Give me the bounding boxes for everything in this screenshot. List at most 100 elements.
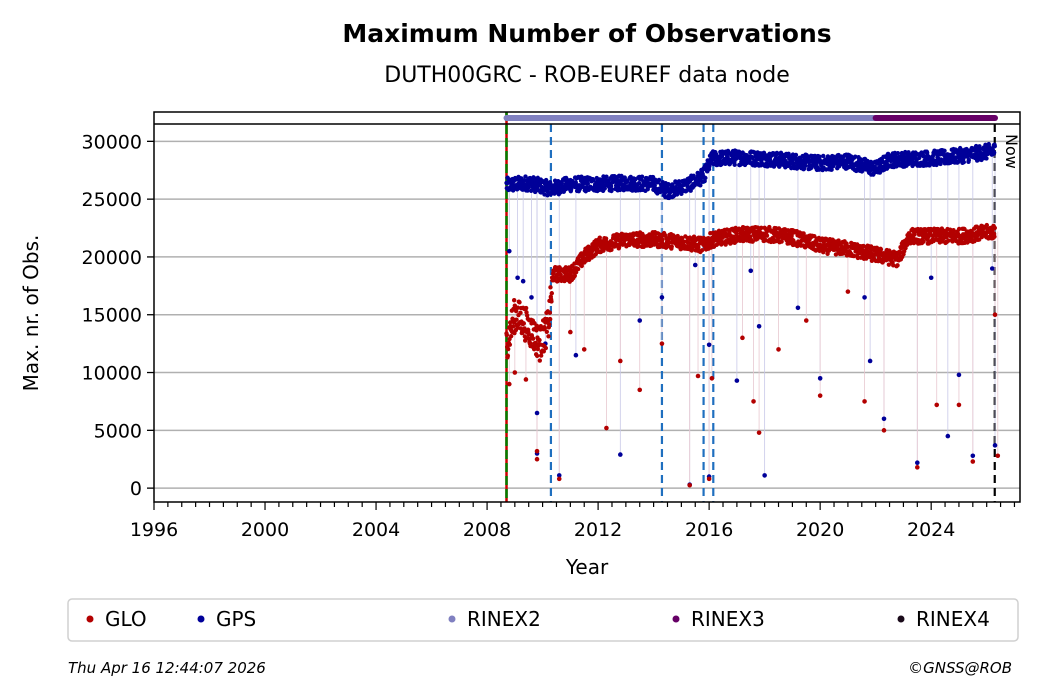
plot-frame xyxy=(153,111,1021,503)
gps-outlier-point xyxy=(556,473,562,478)
glo-point xyxy=(992,225,997,231)
glo-point xyxy=(878,247,884,252)
glo-outlier-point xyxy=(568,329,573,335)
glo-outlier-point xyxy=(740,335,745,341)
glo-point xyxy=(505,353,511,358)
glo-point xyxy=(521,321,527,326)
legend-marker xyxy=(197,615,205,623)
glo-point xyxy=(734,231,739,237)
glo-point xyxy=(504,332,510,338)
gps-outlier-point xyxy=(692,262,698,268)
glo-outlier-point xyxy=(817,393,823,398)
glo-point xyxy=(535,346,541,352)
gps-point xyxy=(523,174,528,179)
glo-point xyxy=(513,308,519,314)
x-tick-label: 2000 xyxy=(241,519,289,541)
gps-outlier-point xyxy=(506,248,512,254)
glo-point xyxy=(524,313,530,318)
gps-point xyxy=(608,183,614,189)
glo-outlier-point xyxy=(618,358,623,364)
glo-point xyxy=(575,266,581,272)
glo-point xyxy=(518,310,523,316)
glo-outlier-point xyxy=(637,387,643,393)
glo-point xyxy=(776,235,781,240)
chart-subtitle: DUTH00GRC - ROB-EUREF data node xyxy=(384,63,789,88)
chart-title: Maximum Number of Observations xyxy=(342,19,831,48)
glo-outlier-point xyxy=(695,373,701,379)
gps-point xyxy=(652,182,657,188)
grid xyxy=(154,140,1020,489)
footer-timestamp: Thu Apr 16 12:44:07 2026 xyxy=(68,659,266,677)
glo-point xyxy=(764,233,770,238)
glo-point xyxy=(779,239,784,244)
glo-point xyxy=(548,285,553,290)
glo-point xyxy=(515,305,521,310)
glo-point xyxy=(696,245,701,250)
glo-outlier-point xyxy=(862,399,867,404)
glo-point xyxy=(542,326,548,331)
glo-outlier-point xyxy=(709,376,715,381)
glo-point xyxy=(844,241,849,246)
glo-outlier-point xyxy=(659,341,665,346)
gps-point xyxy=(761,150,767,156)
gps-point xyxy=(821,153,826,159)
gps-point xyxy=(547,180,553,185)
glo-point xyxy=(530,336,536,341)
glo-outlier-point xyxy=(970,459,976,464)
gps-outlier-point xyxy=(756,323,762,329)
y-axis: 0 5000 10000 15000 20000 25000 30000 xyxy=(82,131,154,500)
gps-point xyxy=(991,150,997,155)
gps-outlier-point xyxy=(867,358,873,364)
y-tick-label: 30000 xyxy=(82,131,142,153)
legend-label: GPS xyxy=(216,607,256,631)
gps-point xyxy=(707,164,712,169)
gps-point xyxy=(750,155,755,161)
glo-point xyxy=(549,291,555,296)
y-tick-label: 10000 xyxy=(82,363,142,385)
gps-outlier-point xyxy=(573,352,579,358)
glo-outlier-point xyxy=(706,476,712,482)
legend-label: RINEX2 xyxy=(467,607,541,631)
gps-point xyxy=(532,189,538,195)
glo-point xyxy=(538,353,544,358)
y-tick-label: 20000 xyxy=(82,247,142,269)
legend-marker xyxy=(86,615,94,623)
glo-outlier-point xyxy=(581,347,587,352)
now-label: Now xyxy=(1002,134,1021,169)
glo-point xyxy=(947,227,953,232)
gps-outlier-point xyxy=(992,443,998,448)
glo-point xyxy=(533,340,539,346)
glo-point xyxy=(660,237,665,242)
footer-copyright: ©GNSS@ROB xyxy=(908,659,1012,677)
glo-outlier-point xyxy=(934,402,940,408)
glo-outlier-point xyxy=(751,399,756,404)
gps-outlier-point xyxy=(520,278,526,284)
glo-point xyxy=(699,248,705,253)
glo-outlier-point xyxy=(992,312,998,318)
glo-point xyxy=(505,346,511,352)
glo-outlier-point xyxy=(845,289,851,294)
gps-point xyxy=(877,170,883,175)
gps-point xyxy=(580,184,586,190)
legend-label: RINEX4 xyxy=(916,607,990,631)
x-tick-label: 2012 xyxy=(574,519,622,541)
glo-point xyxy=(821,250,826,255)
glo-point xyxy=(589,248,595,254)
gps-point xyxy=(853,154,858,159)
glo-outlier-point xyxy=(956,402,962,408)
legend-box xyxy=(67,598,1019,642)
glo-outlier-point xyxy=(803,318,809,323)
gps-outlier-point xyxy=(915,460,920,465)
gps-point xyxy=(793,152,799,158)
gps-point xyxy=(942,148,947,154)
glo-point xyxy=(701,235,706,241)
glo-point xyxy=(609,247,614,253)
glo-outlier-point xyxy=(534,456,540,462)
gps-outlier-point xyxy=(989,266,995,271)
glo-point xyxy=(543,345,549,351)
gps-point xyxy=(545,193,550,198)
glo-point xyxy=(538,323,544,329)
glo-point xyxy=(946,238,951,243)
gps-point xyxy=(803,163,808,169)
